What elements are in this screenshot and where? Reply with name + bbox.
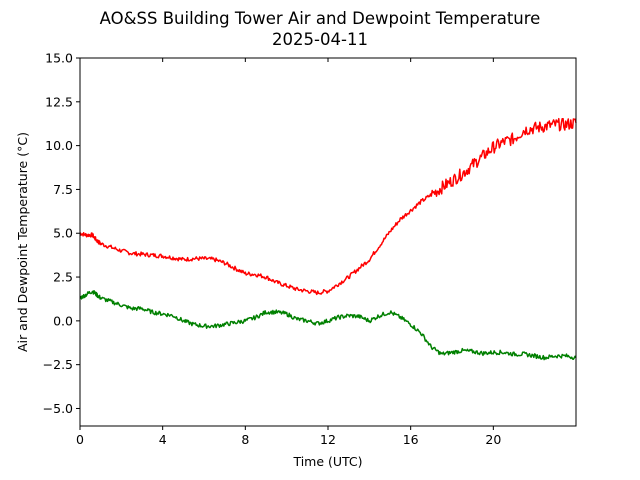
y-tick-label: 12.5 [45,94,73,109]
x-tick-label: 8 [241,432,249,447]
y-tick-label: 10.0 [45,138,73,153]
y-tick-label: 5.0 [53,226,73,241]
chart-subtitle: 2025-04-11 [272,30,368,49]
y-tick-label: 15.0 [45,51,73,66]
y-tick-label: 2.5 [53,270,73,285]
y-axis-label: Air and Dewpoint Temperature (°C) [15,132,30,352]
series-layer [79,117,577,361]
y-tick-label: 7.5 [53,182,73,197]
series-line-2 [79,289,577,361]
chart-title: AO&SS Building Tower Air and Dewpoint Te… [100,9,541,28]
y-tick-label: −2.5 [43,357,73,372]
series-line-1 [79,117,577,296]
y-axis: −5.0 −2.5 0.0 2.5 5.0 7.5 10.0 12.5 15.0 [43,51,80,416]
y-tick-label: −5.0 [43,401,73,416]
x-tick-label: 0 [76,432,84,447]
x-tick-label: 12 [320,432,336,447]
x-tick-label: 16 [403,432,419,447]
x-axis: 0 4 8 12 16 20 [76,58,501,447]
x-tick-label: 20 [485,432,501,447]
y-tick-label: 0.0 [53,313,73,328]
x-tick-label: 4 [159,432,167,447]
x-axis-label: Time (UTC) [292,454,362,469]
